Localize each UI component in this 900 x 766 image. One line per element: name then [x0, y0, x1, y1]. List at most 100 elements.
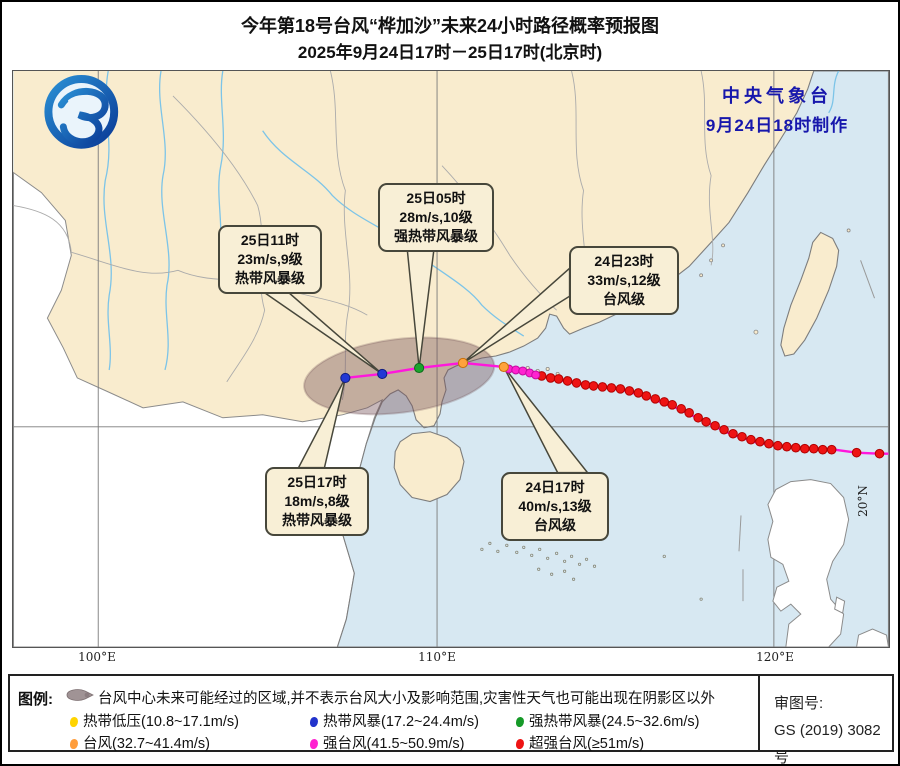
history-dot-super-typhoon [773, 440, 783, 451]
agency-credit: 中央气象台 9月24日18时制作 [662, 82, 892, 136]
history-dot-super-typhoon [710, 420, 720, 431]
legend-item: 热带风暴(17.2~24.4m/s) [310, 710, 479, 731]
history-dot-super-typhoon [650, 394, 661, 404]
callout-line: 强热带风暴级 [394, 227, 478, 244]
callout-box: 24日23时 33m/s,12级 台风级 [569, 246, 679, 315]
legend-category-dot-icon [310, 717, 318, 727]
callout-box: 25日05时 28m/s,10级 强热带风暴级 [378, 183, 494, 252]
callout-line: 热带风暴级 [282, 511, 352, 528]
callout-box: 24日17时 40m/s,13级 台风级 [501, 472, 609, 541]
history-dot-super-typhoon [597, 382, 608, 392]
callout-line: 40m/s,13级 [518, 497, 592, 514]
callout-line: 24日23时 [594, 253, 654, 269]
callout-layer: 25日05时 28m/s,10级 强热带风暴级 25日11时 23m/s,9级 热带风暴级… [13, 71, 889, 647]
cma-logo [44, 74, 119, 149]
history-dot-super-typhoon [624, 386, 635, 396]
agency-issued-time: 9月24日18时制作 [705, 116, 849, 135]
forecast-dot [340, 372, 351, 384]
history-dot-super-typhoon [615, 384, 626, 394]
longitude-tick-label: 110°E [418, 650, 456, 664]
map-approval-number: 审图号: GS (2019) 3082号 [774, 690, 892, 766]
hainan-island [393, 431, 465, 503]
legend-divider [758, 676, 760, 750]
legend-item: 热带低压(10.8~17.1m/s) [70, 710, 239, 731]
legend-item-label: 热带风暴(17.2~24.4m/s) [323, 714, 479, 730]
history-dot-super-typhoon [684, 408, 694, 418]
history-dot-super-typhoon [764, 438, 774, 449]
history-dot-super-typhoon [728, 428, 738, 439]
legend-item: 强台风(41.5~50.9m/s) [310, 732, 464, 753]
legend-item: 超强台风(≥51m/s) [516, 732, 644, 753]
legend-item: 台风(32.7~41.4m/s) [70, 732, 210, 753]
longitude-tick-label: 100°E [78, 650, 116, 664]
callout-line: 台风级 [534, 516, 576, 533]
legend-header: 图例: [18, 691, 53, 708]
typhoon-track [254, 247, 889, 474]
callout-line: 台风级 [603, 290, 645, 307]
agency-name: 中央气象台 [722, 86, 832, 106]
callout-line: 33m/s,12级 [587, 271, 661, 288]
forecast-dot [414, 362, 425, 374]
forecast-cone [303, 336, 496, 416]
history-dot-super-typhoon [676, 404, 686, 414]
cone-legend-note: 台风中心未来可能经过的区域,并不表示台风大小及影响范围,灾害性天气也可能出现在阴… [98, 691, 716, 707]
forecast-map: 25日05时 28m/s,10级 强热带风暴级 25日11时 23m/s,9级 热带风暴级… [12, 70, 890, 648]
sea-marks [738, 260, 875, 602]
legend-category-dot-icon [70, 717, 78, 727]
history-dot-super-typhoon [782, 441, 792, 452]
history-dot-super-typhoon [808, 443, 819, 454]
longitude-tick-label: 120°E [756, 650, 794, 664]
approval-label: 审图号: [774, 695, 824, 712]
legend-category-dot-icon [70, 739, 78, 749]
callout-box: 25日17时 18m/s,8级 热带风暴级 [265, 467, 369, 536]
approval-value: GS (2019) 3082号 [774, 722, 881, 766]
callout-line: 热带风暴级 [235, 269, 305, 286]
history-dot-super-typhoon [874, 448, 885, 459]
history-dot-super-typhoon [588, 381, 599, 391]
history-dot-super-typhoon [571, 378, 582, 388]
page-subtitle: 2025年9月24日17时－25日17时(北京时) [297, 43, 603, 62]
callout-box: 25日11时 23m/s,9级 热带风暴级 [218, 225, 322, 294]
page-title: 今年第18号台风“桦加沙”未来24小时路径概率预报图 [240, 16, 660, 36]
history-dot-super-typhoon [667, 400, 678, 410]
callout-line: 23m/s,9级 [237, 250, 303, 267]
legend-category-dot-icon [516, 739, 524, 749]
legend-category-dot-icon [310, 739, 318, 749]
history-dot-super-typhoon [719, 424, 729, 435]
small-island-se [856, 628, 889, 647]
history-dot-super-typhoon [826, 444, 837, 455]
history-dot-super-typhoon [562, 376, 573, 386]
history-dot-severe-typhoon [531, 370, 541, 380]
legend-item-label: 热带低压(10.8~17.1m/s) [83, 714, 239, 730]
history-dot-super-typhoon [851, 447, 862, 458]
taiwan-island [780, 231, 840, 357]
history-dot-super-typhoon [701, 416, 711, 427]
callout-line: 24日17时 [525, 479, 585, 495]
history-dot-super-typhoon [641, 391, 652, 401]
callout-line: 18m/s,8级 [284, 492, 350, 509]
history-dot-super-typhoon [791, 442, 801, 453]
legend-item-label: 台风(32.7~41.4m/s) [83, 736, 210, 752]
callout-line: 25日05时 [406, 190, 466, 206]
callout-line: 25日11时 [240, 232, 300, 248]
luzon-island [767, 479, 850, 647]
history-dot-super-typhoon [746, 434, 756, 445]
callout-line: 25日17时 [287, 474, 347, 490]
map-canvas [13, 71, 889, 647]
history-dot-super-typhoon [737, 431, 747, 442]
cone-legend-icon [66, 689, 94, 701]
legend-item-label: 强台风(41.5~50.9m/s) [323, 736, 465, 752]
latitude-label: 20°N [855, 485, 870, 517]
history-dot-super-typhoon [755, 436, 765, 447]
grid-lines [13, 71, 889, 647]
legend-item: 强热带风暴(24.5~32.6m/s) [516, 710, 699, 731]
history-dot-super-typhoon [553, 374, 564, 384]
history-dot-super-typhoon [693, 413, 703, 423]
legend-box: 图例: 台风中心未来可能经过的区域,并不表示台风大小及影响范围,灾害性天气也可能… [8, 674, 894, 764]
history-dot-super-typhoon [606, 383, 617, 393]
callout-line: 28m/s,10级 [399, 208, 473, 225]
legend-category-dot-icon [516, 717, 524, 727]
small-island-luzon-east [834, 596, 846, 614]
forecast-dot [498, 361, 509, 373]
